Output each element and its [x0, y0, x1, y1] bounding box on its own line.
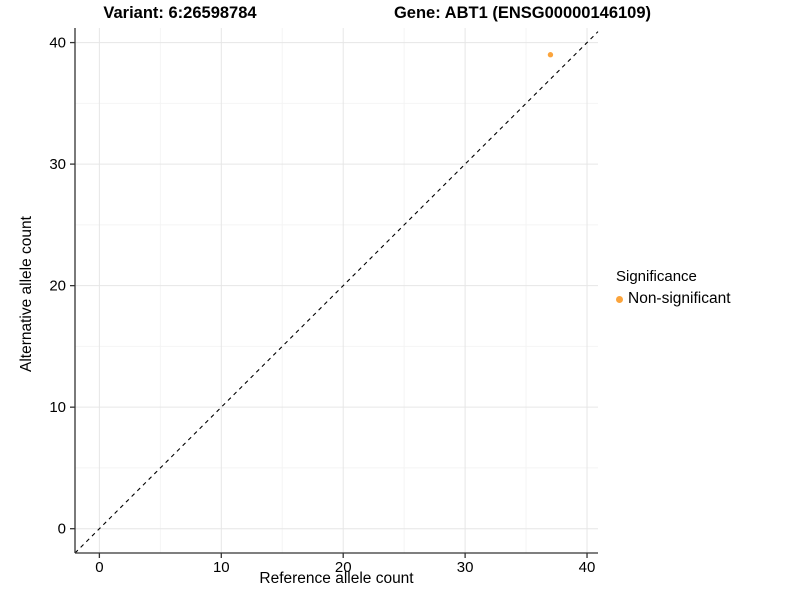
- y-tick-label: 30: [49, 156, 66, 173]
- y-tick-label: 40: [49, 35, 66, 52]
- x-tick-label: 10: [213, 559, 230, 576]
- y-axis-title: Alternative allele count: [18, 216, 35, 372]
- y-tick-label: 0: [58, 521, 66, 538]
- x-tick-label: 30: [457, 559, 474, 576]
- gene-title: Gene: ABT1 (ENSG00000146109): [393, 4, 652, 22]
- y-tick-label: 10: [49, 399, 66, 416]
- x-axis-title: Reference allele count: [259, 570, 414, 587]
- y-tick-label: 20: [49, 278, 66, 295]
- x-tick-label: 40: [579, 559, 596, 576]
- variant-title: Variant: 6:26598784: [103, 4, 257, 22]
- x-tick-label: 0: [95, 559, 103, 576]
- legend: Significance Non-significant: [616, 268, 731, 308]
- identity-line: [74, 31, 599, 554]
- legend-key-dot-icon: [616, 295, 623, 303]
- data-point: [547, 52, 554, 58]
- x-tick-label: 20: [335, 559, 352, 576]
- legend-title: Significance: [616, 268, 697, 285]
- legend-entry: Non-significant: [616, 290, 731, 308]
- legend-entry-label: Non-significant: [628, 290, 731, 307]
